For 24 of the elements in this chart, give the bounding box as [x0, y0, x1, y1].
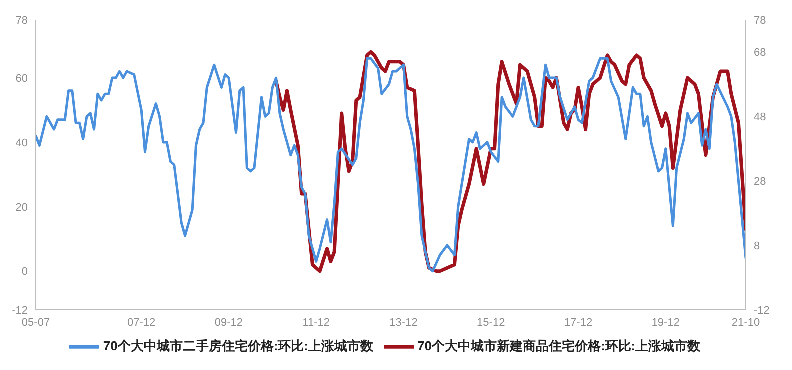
y2-tick-label: 28 — [754, 176, 766, 188]
y-tick-label: 60 — [16, 72, 28, 85]
x-tick-label: 19-12 — [652, 316, 680, 329]
y2-tick-label: -12 — [754, 304, 770, 317]
y2-tick-label: 8 — [754, 240, 760, 252]
x-tick-label: 21-10 — [732, 316, 760, 329]
y-tick-label: 20 — [16, 202, 28, 214]
x-tick-label: 05-07 — [22, 316, 50, 329]
x-tick-label: 11-12 — [302, 316, 330, 329]
x-tick-label: 15-12 — [477, 316, 506, 329]
y-tick-label: 78 — [16, 14, 28, 27]
legend-label: 70个大中城市新建商品住宅价格:环比:上涨城市数 — [418, 338, 701, 354]
y-tick-label: 40 — [16, 137, 28, 150]
y2-tick-label: 78 — [754, 14, 766, 27]
x-tick-label: 13-12 — [390, 316, 418, 329]
line-series — [36, 57, 746, 273]
y-tick-label: -12 — [12, 304, 28, 317]
x-tick-label: 07-12 — [128, 316, 156, 329]
y2-tick-label: 68 — [754, 47, 766, 60]
x-tick-label: 17-12 — [564, 316, 593, 329]
y-tick-label: 0 — [22, 266, 28, 278]
legend-label: 70个大中城市二手房住宅价格:环比:上涨城市数 — [103, 338, 374, 354]
y2-tick-label: 48 — [754, 112, 766, 124]
x-tick-label: 09-12 — [214, 316, 244, 329]
